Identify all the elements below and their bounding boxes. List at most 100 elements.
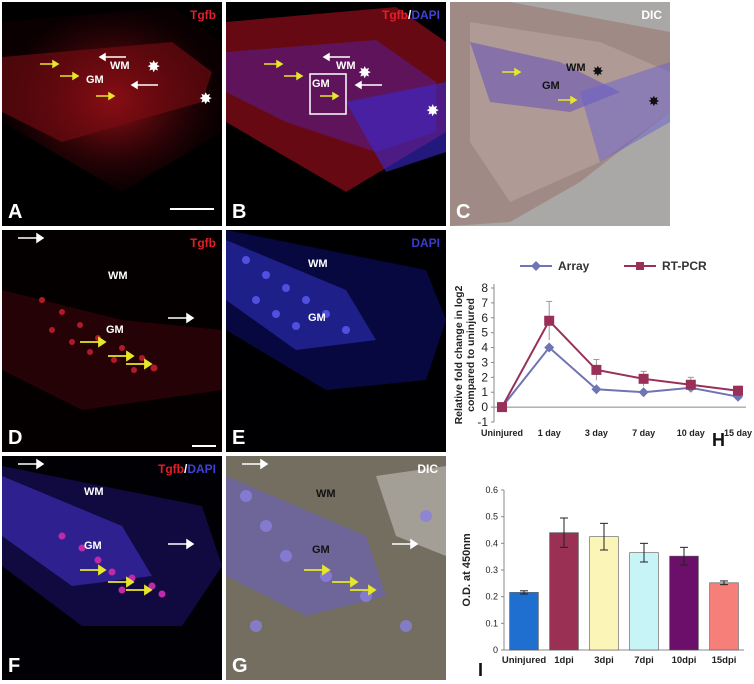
- y-tick-label-i-6: 0.6: [485, 485, 498, 495]
- series-line-0: [501, 346, 739, 408]
- y-axis-label-h: Relative fold change in log2compared to …: [453, 285, 477, 424]
- panel-c-asterisk-1: ✸: [592, 64, 604, 80]
- point-h-1-2: [591, 364, 602, 375]
- panel-c-dic-tag: DIC: [641, 8, 662, 22]
- y-tick-label-i-0: 0: [493, 645, 498, 655]
- panel-f-letter: F: [8, 655, 21, 677]
- point-h-0-2: [591, 384, 602, 395]
- bar-i-3: [629, 552, 659, 651]
- panel-c-arrows: ✸ ✸: [502, 64, 660, 110]
- y-tick-label-i-3: 0.3: [485, 565, 498, 575]
- panel-h-letter: H: [712, 430, 725, 450]
- panel-b-asterisk-2: ✸: [426, 101, 439, 120]
- point-h-1-4: [685, 379, 696, 390]
- panel-f-slash: /: [183, 462, 188, 476]
- y-tick-label-h-4: 3: [481, 355, 488, 369]
- series-line-1: [501, 319, 739, 408]
- bar-i-0: [509, 592, 539, 651]
- panel-a-asterisk-1: ✸: [147, 57, 160, 76]
- y-axis-label-h-line1: Relative fold change in log2: [453, 285, 465, 424]
- panel-g-dic-tag: DIC: [417, 462, 438, 476]
- panel-g-wm-label: WM: [316, 488, 336, 500]
- panel-g-letter: G: [232, 655, 248, 677]
- legend-label-1: RT-PCR: [662, 259, 707, 273]
- panel-g: DIC WM GM G: [226, 456, 446, 680]
- y-tick-label-h-0: -1: [477, 415, 488, 429]
- panel-a-wm-label: WM: [110, 60, 130, 72]
- y-axis-label-i: O.D. at 450nm: [461, 533, 473, 607]
- point-h-1-1: [544, 315, 555, 326]
- x-tick-label-h-2: 3 day: [585, 428, 608, 438]
- y-tick-label-h-5: 4: [481, 341, 488, 355]
- panel-c: DIC WM GM ✸ ✸ C: [450, 2, 670, 226]
- panel-c-wm-label: WM: [566, 62, 586, 74]
- y-axis-label-h-line2: compared to uninjured: [465, 298, 477, 412]
- panel-g-arrows: [242, 458, 419, 596]
- y-tick-label-i-1: 0.1: [485, 618, 498, 628]
- panel-f-gm-label: GM: [84, 540, 102, 552]
- panel-c-image: [450, 2, 670, 226]
- panel-c-gm-label: GM: [542, 80, 560, 92]
- x-tick-label-h-1: 1 day: [538, 428, 561, 438]
- panel-f-dapi-tag: DAPI: [187, 462, 216, 476]
- panel-a: Tgfb WM GM ✸ ✸ A: [2, 2, 222, 226]
- panel-a-letter: A: [8, 201, 23, 223]
- panel-a-image: [2, 2, 222, 226]
- x-tick-label-i-0: Uninjured: [502, 655, 547, 666]
- y-tick-label-i-5: 0.5: [485, 512, 498, 522]
- y-tick-label-i-4: 0.4: [485, 538, 498, 548]
- point-h-1-3: [638, 373, 649, 384]
- panel-a-gm-label: GM: [86, 74, 104, 86]
- x-tick-label-i-1: 1dpi: [554, 655, 574, 666]
- panel-b-arrows: ✸ ✸: [264, 52, 439, 120]
- panel-b-tgfb-tag: Tgfb: [381, 8, 408, 22]
- panel-d-gm-label: GM: [106, 324, 124, 336]
- x-tick-label-h-0: Uninjured: [481, 428, 523, 438]
- panel-b-gm-label: GM: [312, 78, 330, 90]
- legend-marker-0: [531, 261, 541, 271]
- y-tick-label-i-2: 0.2: [485, 592, 498, 602]
- panel-d-tgfb-tag: Tgfb: [190, 236, 216, 250]
- point-h-0-3: [638, 387, 649, 398]
- panel-b: Tgfb/DAPI WM GM ✸ ✸ B: [226, 2, 446, 226]
- panel-b-dapi-tag: DAPI: [411, 8, 440, 22]
- panel-f-tgfb-tag: Tgfb: [157, 462, 184, 476]
- y-tick-label-h-8: 7: [481, 296, 488, 310]
- y-tick-label-h-1: 0: [481, 400, 488, 414]
- x-tick-label-i-5: 15dpi: [712, 655, 737, 666]
- panel-f-arrows: [18, 458, 195, 596]
- panel-g-gm-label: GM: [312, 544, 330, 556]
- panel-e: DAPI WM GM E: [226, 230, 446, 452]
- panel-d-image: [2, 230, 222, 452]
- panel-c-asterisk-2: ✸: [648, 94, 660, 110]
- panel-e-letter: E: [232, 427, 246, 449]
- panel-a-arrows: ✸ ✸: [40, 52, 214, 210]
- panel-d-letter: D: [8, 427, 23, 449]
- x-tick-label-i-2: 3dpi: [594, 655, 614, 666]
- bar-chart-i: 0 0.1 0.2 0.3 0.4 0.5 0.6 O.D. at 450nm Uninjure…: [461, 485, 744, 666]
- bar-i-5: [709, 582, 739, 651]
- bar-i-4: [669, 555, 699, 651]
- panel-d: Tgfb WM GM D: [2, 230, 222, 452]
- bar-i-1: [549, 532, 579, 651]
- panel-i-letter: I: [478, 660, 484, 680]
- panel-f-wm-label: WM: [84, 486, 104, 498]
- panel-e-dapi-tag: DAPI: [411, 236, 440, 250]
- panel-a-asterisk-2: ✸: [199, 89, 212, 108]
- panel-f: Tgfb/DAPI WM GM F: [2, 456, 222, 680]
- point-h-1-5: [733, 385, 743, 396]
- x-tick-label-h-5: 15 day: [724, 428, 752, 438]
- point-h-0-1: [544, 342, 555, 353]
- y-tick-label-h-6: 5: [481, 326, 488, 340]
- panel-b-inset-box: [309, 73, 347, 115]
- panel-e-wm-label: WM: [308, 258, 328, 270]
- x-tick-label-h-3: 7 day: [632, 428, 655, 438]
- point-h-1-0: [497, 402, 507, 413]
- x-tick-label-i-3: 7dpi: [634, 655, 654, 666]
- y-tick-label-h-9: 8: [481, 281, 488, 295]
- x-tick-label-h-4: 10 day: [677, 428, 705, 438]
- panel-b-letter: B: [232, 201, 247, 223]
- legend-h: Array RT-PCR: [520, 259, 707, 273]
- y-tick-label-h-2: 1: [481, 385, 488, 399]
- y-tick-label-h-3: 2: [481, 370, 488, 384]
